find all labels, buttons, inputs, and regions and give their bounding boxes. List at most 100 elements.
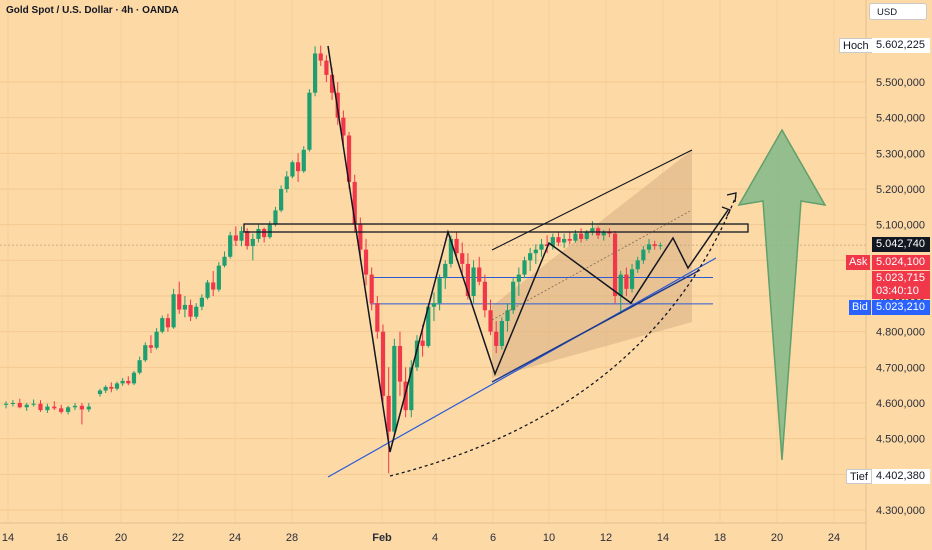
symbol-title: Gold Spot / U.S. Dollar · 4h · OANDA — [6, 5, 179, 16]
currency-button[interactable]: USD — [869, 3, 927, 20]
candle-body — [629, 269, 635, 289]
y-tick-label: 4.600,000 — [876, 398, 925, 410]
candle-body — [79, 405, 84, 410]
candle-body — [590, 228, 595, 233]
candle-body — [505, 310, 510, 321]
candle-body — [290, 162, 295, 177]
candle-body — [573, 233, 578, 241]
x-tick-label: 18 — [714, 532, 726, 544]
x-tick-label: 6 — [490, 532, 496, 544]
x-tick-label: 24 — [828, 532, 840, 544]
candle-body — [641, 249, 646, 261]
low-label: Tief — [846, 469, 872, 484]
candle-body — [471, 267, 476, 296]
ask-price-value: 5.023,715 — [872, 271, 930, 286]
candle-body — [409, 367, 414, 411]
high-value: 5.602,225 — [872, 38, 930, 53]
candle-body — [239, 231, 244, 241]
y-tick-label: 4.500,000 — [876, 434, 925, 446]
candle-body — [103, 386, 108, 391]
high-label: Hoch — [839, 38, 873, 53]
candle-body — [358, 224, 363, 250]
x-tick-label: 24 — [229, 532, 241, 544]
candle-body — [301, 149, 306, 172]
x-tick-label: 4 — [432, 532, 438, 544]
candle-body — [375, 303, 380, 332]
y-tick-label: 5.400,000 — [876, 113, 925, 125]
candle-body — [72, 405, 78, 408]
candle-body — [31, 403, 36, 405]
zigzag-arrowhead — [721, 206, 731, 217]
candle-body — [420, 340, 425, 346]
candle-body — [414, 340, 420, 368]
candle-body — [607, 231, 612, 234]
candle-body — [465, 263, 470, 296]
x-tick-label: 14 — [657, 532, 669, 544]
candle-body — [250, 238, 255, 247]
candle-body — [380, 331, 386, 396]
candle-body — [267, 224, 272, 238]
candle-body — [488, 310, 493, 332]
x-tick-label: 22 — [172, 532, 184, 544]
candle-body — [228, 235, 233, 257]
time-axis[interactable]: 14 16 20 22 24 28 Feb 4 6 10 12 14 18 20 24 — [2, 532, 840, 544]
candle-body — [601, 231, 606, 236]
candle-body — [545, 244, 550, 247]
candle-body — [460, 253, 465, 264]
candle-body — [307, 92, 312, 150]
candle-body — [222, 256, 227, 266]
x-tick-label: 28 — [286, 532, 298, 544]
zigzag-wave — [327, 45, 729, 453]
candle-body — [126, 380, 131, 384]
candle-body — [52, 406, 57, 409]
drawings-back — [0, 150, 866, 378]
candle-body — [312, 53, 318, 93]
candle-body — [86, 406, 91, 410]
candle-body — [233, 235, 238, 241]
candle-body — [205, 282, 210, 298]
candle-body — [516, 274, 521, 282]
candle-body — [443, 263, 448, 279]
candle-body — [646, 244, 652, 250]
candle-body — [109, 386, 114, 389]
candle-body — [448, 238, 454, 264]
x-tick-label: 20 — [771, 532, 783, 544]
candle-body — [3, 403, 9, 405]
x-tick-label: 16 — [56, 532, 68, 544]
candle-body — [499, 320, 504, 346]
candle-body — [17, 403, 22, 408]
candle-body — [194, 306, 199, 317]
y-tick-label: 4.800,000 — [876, 327, 925, 339]
candle-body — [10, 403, 15, 404]
candle-body — [522, 260, 527, 275]
candle-body — [137, 360, 142, 373]
candle-body — [216, 265, 221, 290]
candle-body — [392, 345, 397, 432]
channel-upper-line — [491, 149, 693, 251]
candle-body — [386, 395, 391, 432]
candle-body — [262, 228, 267, 238]
candle-body — [397, 345, 403, 382]
candle-body — [45, 406, 50, 411]
candle-body — [182, 304, 187, 310]
low-value: 4.402,380 — [872, 469, 930, 484]
rising-channel-fill — [492, 150, 692, 378]
candle-body — [482, 281, 487, 311]
candle-body — [618, 274, 623, 296]
candle-body — [612, 233, 618, 296]
bid-label: Bid — [849, 300, 871, 315]
drawings-front — [243, 45, 827, 478]
candle-body — [256, 228, 261, 239]
candle-body — [341, 117, 346, 136]
candle-body — [154, 331, 159, 348]
candle-body — [426, 306, 431, 346]
candle-body — [352, 181, 357, 225]
candle-body — [324, 60, 329, 75]
candle-body — [24, 404, 29, 408]
candle-body — [346, 135, 352, 182]
candle-body — [533, 249, 538, 254]
ascending-support-line — [491, 269, 701, 383]
candle-body — [120, 380, 125, 384]
